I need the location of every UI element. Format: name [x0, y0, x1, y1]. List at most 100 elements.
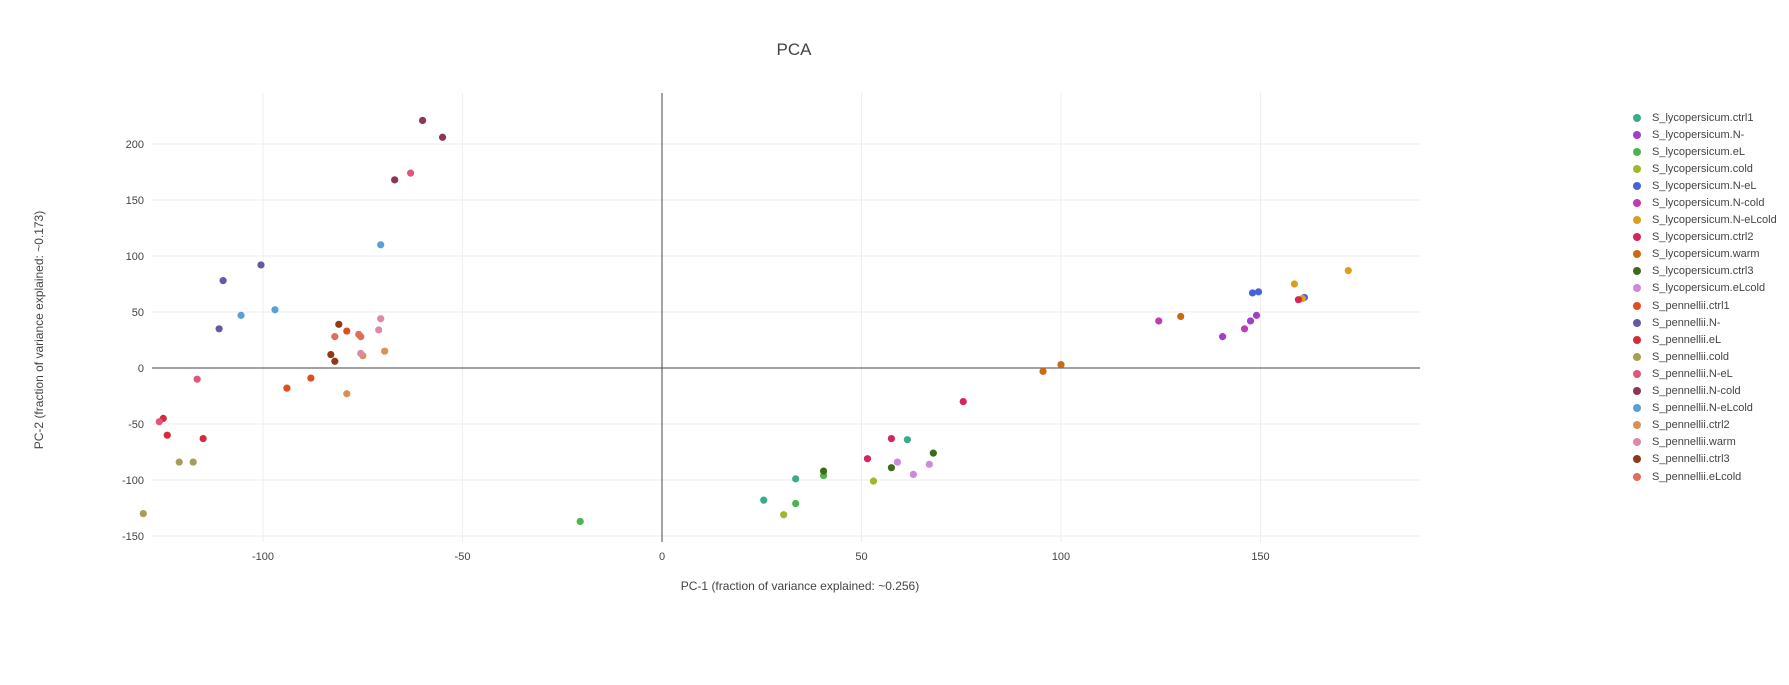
data-point [1248, 289, 1257, 297]
scatter-plot: -100 -50 0 50 100 150 -150 -100 -50 0 50 100 150 200… [32, 93, 1420, 593]
legend-item[interactable]: S_lycopersicum.ctrl2 [1625, 229, 1777, 246]
legend-label: S_lycopersicum.ctrl1 [1652, 111, 1754, 124]
x-axis-label: PC-1 (fraction of variance explained: ~0… [681, 579, 919, 593]
legend-item[interactable]: S_lycopersicum.N-eLcold [1625, 212, 1777, 229]
legend-marker [1633, 455, 1641, 464]
zero-lines [152, 93, 1420, 542]
data-point [155, 418, 163, 426]
data-point [903, 436, 911, 444]
data-point [189, 458, 197, 466]
data-point [959, 398, 967, 406]
legend-label: S_pennellii.cold [1652, 350, 1730, 363]
legend-marker [1633, 284, 1641, 293]
legend-item[interactable]: S_pennellii.warm [1625, 434, 1777, 451]
legend-item[interactable]: S_lycopersicum.N-cold [1625, 194, 1777, 211]
data-point [863, 455, 872, 463]
legend-marker [1633, 318, 1641, 327]
data-point [1218, 333, 1227, 341]
legend-item[interactable]: S_pennellii.N-eL [1625, 365, 1777, 382]
legend-label: S_lycopersicum.warm [1652, 248, 1760, 261]
legend-marker [1633, 130, 1641, 139]
data-point [893, 458, 902, 466]
legend-item[interactable]: S_pennellii.eL [1625, 331, 1777, 348]
legend-item[interactable]: S_lycopersicum.cold [1625, 160, 1777, 177]
legend-marker [1633, 164, 1641, 173]
data-point [1039, 367, 1047, 375]
legend-item[interactable]: S_pennellii.ctrl2 [1625, 417, 1777, 434]
x-tick-label: -100 [252, 551, 274, 563]
legend-label: S_lycopersicum.N-cold [1652, 197, 1765, 210]
data-point [357, 333, 365, 341]
legend-item[interactable]: S_pennellii.N-cold [1625, 383, 1777, 400]
y-tick-label: 50 [132, 307, 144, 319]
data-point [576, 517, 584, 526]
legend-marker [1633, 216, 1641, 225]
y-tick-label: 100 [126, 251, 144, 263]
x-tick-label: 150 [1251, 551, 1269, 563]
data-point [391, 176, 399, 184]
data-point [331, 333, 339, 341]
legend-item[interactable]: S_lycopersicum.N-eL [1625, 177, 1777, 194]
legend-marker [1633, 181, 1641, 190]
data-point [1057, 361, 1065, 369]
legend-label: S_pennellii.N-eL [1652, 367, 1733, 380]
legend-item[interactable]: S_lycopersicum.eLcold [1625, 280, 1777, 297]
legend-marker [1633, 301, 1641, 310]
legend-item[interactable]: S_pennellii.ctrl3 [1625, 451, 1777, 468]
legend-item[interactable]: S_lycopersicum.N- [1625, 126, 1777, 143]
data-point [929, 449, 937, 457]
data-point [193, 375, 201, 383]
data-point [1290, 280, 1299, 288]
legend-marker [1633, 387, 1641, 396]
x-tick-label: 100 [1052, 551, 1070, 563]
data-point [792, 499, 800, 508]
legend-marker [1633, 352, 1641, 361]
data-point [283, 384, 291, 392]
legend-label: S_lycopersicum.N-eLcold [1652, 214, 1777, 227]
y-tick-label: 150 [126, 195, 144, 207]
data-point [1252, 311, 1261, 319]
legend-item[interactable]: S_pennellii.N-eLcold [1625, 400, 1777, 417]
data-point [1155, 317, 1163, 325]
x-tick-label: 50 [855, 551, 867, 563]
data-point [909, 470, 917, 478]
legend-marker [1633, 267, 1641, 276]
data-point [925, 460, 933, 468]
data-point [331, 357, 339, 365]
legend-item[interactable]: S_lycopersicum.eL [1625, 143, 1777, 160]
data-point [438, 133, 447, 141]
data-point [343, 327, 351, 335]
legend-item[interactable]: S_lycopersicum.ctrl3 [1625, 263, 1777, 280]
legend-item[interactable]: S_pennellii.eLcold [1625, 468, 1777, 485]
data-point [199, 434, 207, 443]
data-point [1254, 288, 1263, 296]
data-point [271, 306, 279, 314]
y-axis-ticks: -150 -100 -50 0 50 100 150 200 [122, 139, 144, 543]
legend-item[interactable]: S_pennellii.ctrl1 [1625, 297, 1777, 314]
legend-label: S_lycopersicum.eLcold [1652, 282, 1766, 295]
data-point [343, 390, 351, 398]
data-point [407, 169, 415, 177]
chart-title: PCA [776, 40, 812, 59]
legend-label: S_lycopersicum.ctrl2 [1652, 231, 1754, 244]
legend-item[interactable]: S_lycopersicum.ctrl1 [1625, 109, 1777, 126]
data-point [1344, 266, 1352, 275]
legend-marker [1633, 472, 1641, 481]
legend-item[interactable]: S_pennellii.N- [1625, 314, 1777, 331]
legend-item[interactable]: S_lycopersicum.warm [1625, 246, 1777, 263]
data-point [1177, 312, 1185, 321]
data-point [237, 311, 245, 319]
legend-marker [1633, 335, 1641, 344]
legend-marker [1633, 113, 1641, 122]
legend-label: S_pennellii.ctrl3 [1652, 453, 1730, 466]
data-point [1246, 317, 1255, 325]
data-point [792, 475, 800, 483]
data-point [819, 467, 828, 475]
y-tick-label: -150 [122, 531, 144, 543]
legend-marker [1633, 404, 1641, 413]
legend-item[interactable]: S_pennellii.cold [1625, 348, 1777, 365]
legend-marker [1633, 233, 1641, 242]
data-point [377, 241, 385, 249]
legend-label: S_lycopersicum.eL [1652, 145, 1745, 158]
y-tick-label: -100 [122, 475, 144, 487]
